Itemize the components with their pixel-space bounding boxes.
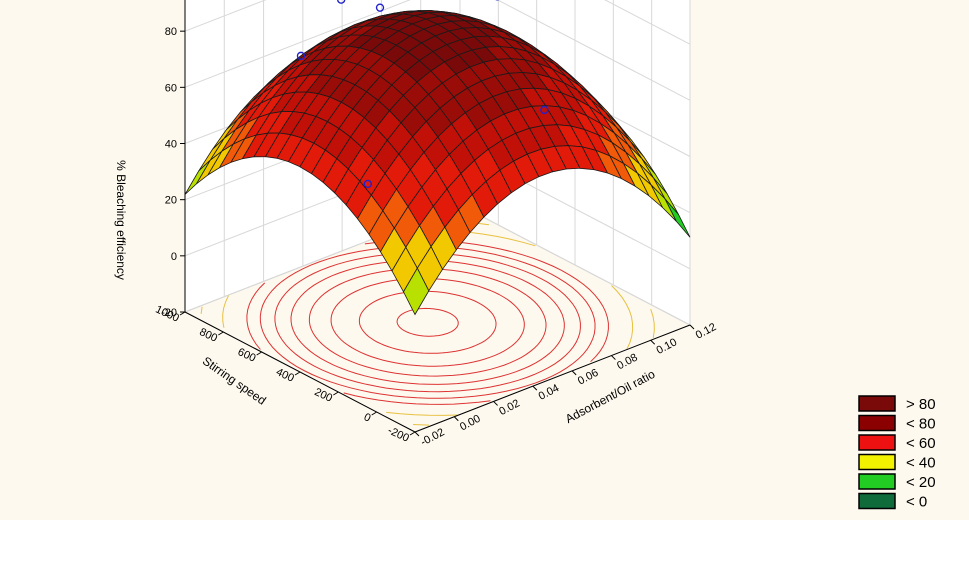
data-point (296, 51, 306, 61)
y-tick (371, 411, 377, 416)
x-tick-label: 0.12 (694, 321, 719, 342)
x-tick (532, 385, 538, 391)
y-tick-label: 200 (312, 386, 334, 405)
legend-swatch (858, 453, 896, 471)
contour-line (246, 282, 266, 350)
contour-line (200, 306, 203, 314)
contour-line (650, 309, 655, 338)
y-tick (218, 331, 224, 336)
response-surface (184, 10, 691, 316)
data-point (363, 179, 372, 189)
y-tick (256, 351, 262, 356)
surface-cell (403, 267, 430, 316)
x-axis-line (414, 324, 691, 433)
y-tick-label: 800 (197, 326, 219, 345)
y-tick-label: 0 (362, 411, 373, 424)
x-tick (571, 370, 577, 376)
z-tick-label: 80 (165, 26, 177, 38)
y-tick-label: 400 (274, 366, 296, 385)
x-tick-label: 0.00 (458, 413, 483, 434)
y-tick (333, 391, 339, 396)
legend-label: < 40 (906, 455, 936, 472)
x-tick (453, 416, 459, 422)
z-tick-label: 60 (165, 82, 177, 94)
y-axis-title: Stirring speed (200, 354, 269, 408)
legend-swatch (858, 434, 896, 451)
contour-line (386, 411, 458, 416)
y-tick (294, 371, 301, 376)
x-tick-label: 0.02 (497, 397, 522, 418)
legend-swatch (858, 395, 896, 412)
legend-label: < 60 (906, 435, 936, 452)
legend: > 80 < 80 < 60 < 40 < 20 < 0 (858, 395, 936, 511)
contour-line (561, 269, 609, 363)
data-point (540, 105, 549, 115)
x-tick-label: 0.08 (615, 352, 640, 373)
data-point (375, 3, 385, 12)
z-tick-label: 0 (171, 251, 177, 263)
legend-label: < 0 (906, 494, 927, 511)
z-tick-label: 40 (165, 139, 177, 151)
legend-swatch (858, 414, 896, 432)
legend-label: > 80 (906, 396, 936, 413)
x-tick (611, 355, 616, 360)
x-tick (493, 401, 498, 406)
x-tick (414, 431, 420, 437)
z-tick-label: 20 (165, 195, 177, 207)
contour-line (396, 307, 459, 337)
contour-line (343, 392, 491, 405)
z-axis-title: % Bleaching efficiency (114, 160, 128, 280)
x-tick-label: 0.10 (654, 336, 679, 357)
z-tick-label: -20 (161, 307, 177, 319)
x-tick-label: -0.02 (419, 426, 447, 448)
contour-line (413, 424, 430, 426)
y-tick (409, 431, 416, 436)
legend-label: < 20 (906, 474, 936, 491)
observed-points (296, 0, 549, 189)
x-tick-label: 0.06 (576, 367, 601, 388)
data-point (337, 0, 346, 4)
x-tick (689, 324, 695, 330)
contour-line (222, 295, 229, 328)
legend-swatch (858, 492, 896, 510)
legend-swatch (858, 473, 896, 490)
x-tick (650, 339, 656, 345)
legend-label: < 80 (906, 416, 936, 433)
y-tick-label: 600 (236, 346, 258, 365)
contour-line (611, 285, 634, 350)
x-tick-label: 0.04 (537, 382, 562, 403)
